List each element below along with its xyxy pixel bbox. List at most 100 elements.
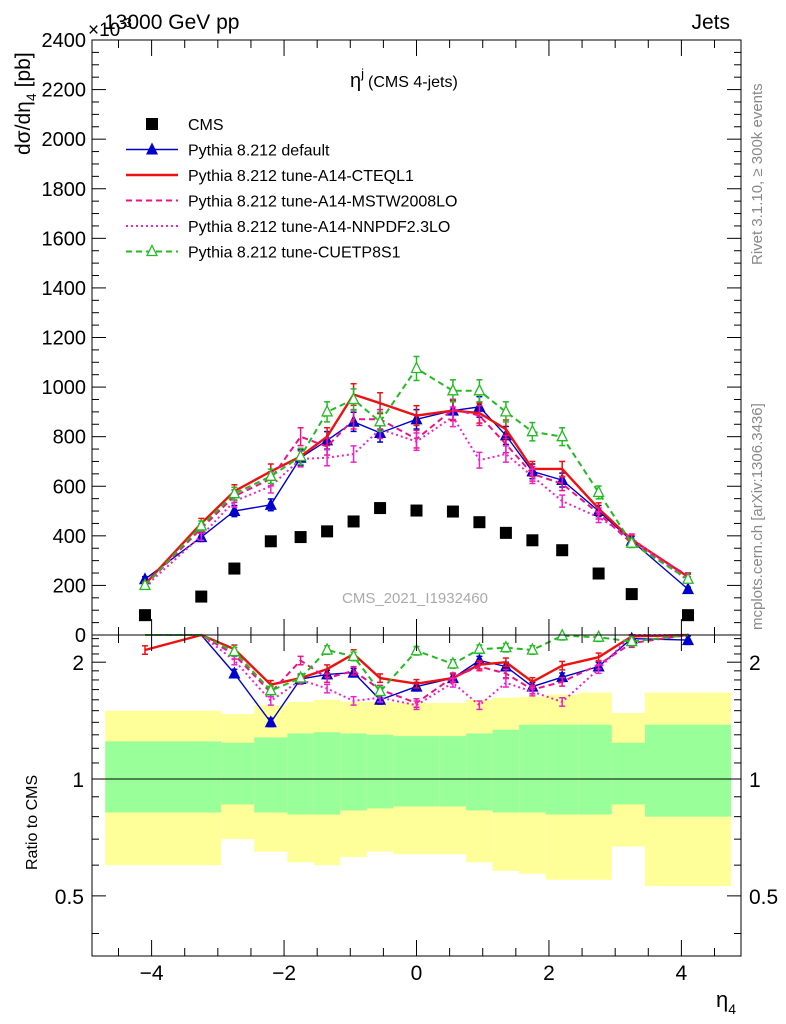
legend-label: Pythia 8.212 default bbox=[188, 143, 330, 160]
green-band-segment bbox=[340, 733, 367, 811]
legend-open-triangle-marker bbox=[145, 244, 159, 257]
ratio-bands-group bbox=[92, 692, 741, 887]
y-tick-label: 600 bbox=[53, 476, 86, 498]
ratio-y-tick-label-right: 2 bbox=[749, 652, 761, 675]
open-triangle-marker bbox=[264, 683, 277, 696]
legend-label: Pythia 8.212 tune-A14-MSTW2008LO bbox=[188, 194, 457, 211]
open-triangle-marker bbox=[294, 449, 307, 462]
data-point bbox=[446, 505, 459, 518]
y-tick-label: 0 bbox=[75, 625, 86, 647]
open-triangle-marker bbox=[592, 484, 605, 498]
y-tick-label: 800 bbox=[53, 427, 86, 449]
mcplots-label: mcplots.cern.ch [arXiv:1306.3436] bbox=[749, 403, 766, 630]
open-triangle-marker bbox=[556, 429, 569, 442]
ratio-y-tick-label: 0.5 bbox=[55, 886, 84, 909]
open-triangle-marker bbox=[347, 648, 360, 662]
y-tick-label: 1200 bbox=[42, 328, 87, 350]
open-triangle-marker bbox=[499, 640, 512, 653]
axes-group: 2400220020001800160014001200100080060040… bbox=[42, 30, 779, 985]
chart-title: ηj(CMS 4-jets) bbox=[350, 66, 458, 92]
triangle-marker bbox=[264, 497, 277, 510]
open-triangle-marker bbox=[195, 518, 208, 531]
analysis-watermark: CMS_2021_I1932460 bbox=[342, 590, 488, 607]
main-series-pythia-8-212-tune-a14-nnpdf2-3lo bbox=[141, 406, 692, 590]
triangle-marker bbox=[264, 715, 277, 728]
main-series-pythia-8-212-default bbox=[138, 395, 695, 595]
green-band-segment bbox=[221, 742, 255, 805]
green-band-segment bbox=[366, 734, 394, 809]
data-point bbox=[228, 562, 241, 575]
x-tick-label: 0 bbox=[411, 962, 423, 985]
open-triangle-marker bbox=[499, 404, 512, 417]
open-triangle-marker bbox=[473, 641, 486, 654]
y-tick-label: 1600 bbox=[42, 228, 87, 250]
ratio-y-tick-label: 2 bbox=[72, 652, 84, 675]
y-axis-label: dσ/dη4[pb] bbox=[12, 52, 39, 155]
data-point bbox=[195, 590, 208, 603]
open-triangle-marker bbox=[592, 629, 605, 642]
legend-entry: Pythia 8.212 tune-A14-NNPDF2.3LO bbox=[126, 219, 450, 236]
y-tick-label: 2400 bbox=[42, 30, 87, 52]
triangle-marker bbox=[228, 504, 241, 517]
y-tick-label: 1000 bbox=[42, 377, 87, 399]
open-triangle-marker bbox=[228, 644, 241, 657]
open-triangle-marker bbox=[374, 684, 387, 697]
y-tick-label: 1400 bbox=[42, 278, 87, 300]
series-line bbox=[144, 367, 689, 587]
triangle-marker bbox=[228, 666, 241, 679]
open-triangle-marker bbox=[374, 414, 387, 427]
open-triangle-marker bbox=[526, 424, 539, 437]
x-tick-label: 4 bbox=[676, 962, 688, 985]
data-point bbox=[499, 526, 512, 539]
open-triangle-marker bbox=[321, 642, 334, 655]
open-triangle-marker bbox=[321, 404, 334, 417]
triangle-marker bbox=[682, 633, 695, 646]
green-band-segment bbox=[492, 729, 520, 813]
y-tick-label: 2200 bbox=[42, 80, 87, 102]
main-series-cms bbox=[138, 502, 695, 622]
data-point bbox=[374, 502, 387, 515]
y-tick-label: 200 bbox=[53, 575, 86, 597]
open-triangle-marker bbox=[294, 670, 307, 683]
open-triangle-marker bbox=[446, 383, 459, 396]
open-triangle-marker bbox=[138, 577, 152, 591]
energy-header: 13000 GeV pp bbox=[104, 11, 239, 34]
legend-entry: Pythia 8.212 default bbox=[126, 142, 330, 160]
jets-header: Jets bbox=[691, 11, 730, 34]
ratio-y-tick-label-right: 0.5 bbox=[749, 886, 778, 909]
data-point bbox=[682, 609, 695, 622]
open-triangle-marker bbox=[473, 383, 486, 396]
y-tick-label: 1800 bbox=[42, 179, 87, 201]
green-band-segment bbox=[578, 724, 612, 815]
green-band-segment bbox=[644, 724, 732, 817]
data-point bbox=[625, 588, 638, 601]
legend-entry: Pythia 8.212 tune-A14-MSTW2008LO bbox=[126, 194, 457, 211]
y-tick-label: 2000 bbox=[42, 129, 87, 151]
green-band-segment bbox=[254, 737, 288, 813]
legend-entry: Pythia 8.212 tune-A14-CTEQL1 bbox=[126, 168, 414, 185]
open-triangle-marker bbox=[681, 571, 695, 584]
open-triangle-marker bbox=[264, 468, 277, 481]
green-band-segment bbox=[188, 741, 222, 813]
data-point bbox=[410, 504, 423, 517]
y-exponent-label: ×10-3 bbox=[88, 15, 132, 41]
legend: CMS Pythia 8.212 default Pythia 8.212 tune… bbox=[126, 117, 457, 262]
data-point bbox=[264, 535, 277, 548]
x-axis-label: η4 bbox=[716, 987, 736, 1017]
data-point bbox=[138, 609, 151, 622]
triangle-marker bbox=[682, 582, 695, 595]
green-band-segment bbox=[611, 742, 645, 805]
x-tick-label: −4 bbox=[140, 962, 164, 985]
x-tick-label: 2 bbox=[543, 962, 555, 985]
legend-label: Pythia 8.212 tune-A14-NNPDF2.3LO bbox=[188, 219, 450, 236]
legend-entry: CMS bbox=[146, 117, 224, 134]
legend-label: CMS bbox=[188, 117, 224, 134]
green-band-segment bbox=[287, 733, 314, 815]
x-tick-label: −2 bbox=[272, 962, 296, 985]
ratio-y-tick-label: 1 bbox=[72, 769, 84, 792]
data-point bbox=[347, 515, 360, 528]
open-triangle-marker bbox=[446, 656, 459, 669]
green-band-segment bbox=[105, 741, 189, 813]
legend-square-marker bbox=[146, 118, 158, 130]
